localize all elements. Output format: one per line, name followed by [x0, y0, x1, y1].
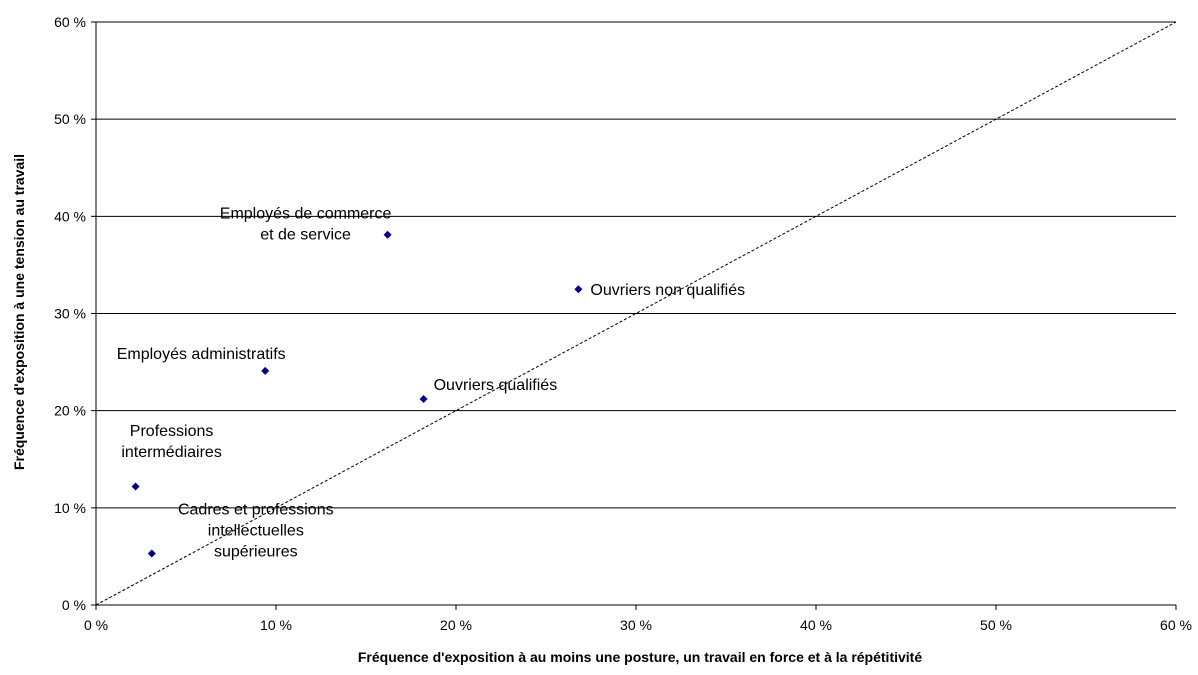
x-axis-title: Fréquence d'exposition à au moins une po…	[358, 649, 922, 665]
point-label: Ouvriers qualifiés	[434, 377, 558, 394]
data-point	[419, 395, 428, 404]
point-label: Ouvriers non qualifiés	[590, 282, 745, 299]
point-label: supérieures	[214, 544, 298, 561]
point-label: intellectuelles	[208, 523, 304, 540]
data-point	[147, 549, 156, 558]
diagonal-reference-line	[95, 21, 1177, 606]
y-tick-label: 20 %	[54, 403, 86, 419]
point-label: Employés administratifs	[117, 346, 286, 363]
y-axis-title: Fréquence d'exposition à une tension au …	[11, 154, 27, 470]
x-tick-label: 20 %	[440, 617, 472, 633]
point-labels: Employés de commerce et de service Ouvrier…	[117, 205, 745, 560]
y-tick-label: 40 %	[54, 208, 86, 224]
point-label: Employés de commerce	[220, 205, 392, 222]
x-tick-label: 10 %	[260, 617, 292, 633]
data-point	[383, 230, 392, 239]
point-label: intermédiaires	[121, 444, 221, 461]
data-points	[131, 230, 583, 558]
axes	[91, 21, 1177, 610]
y-tick-label: 30 %	[54, 306, 86, 322]
y-tick-label: 50 %	[54, 111, 86, 127]
data-point	[261, 366, 270, 375]
x-tick-label: 40 %	[800, 617, 832, 633]
x-tick-label: 60 %	[1160, 617, 1192, 633]
y-tick-label: 10 %	[54, 500, 86, 516]
tick-labels: 0 % 10 % 20 % 30 % 40 % 50 % 60 % 0 % 10 % 20 % 30…	[54, 14, 1192, 633]
x-tick-label: 0 %	[84, 617, 108, 633]
y-tick-label: 0 %	[62, 597, 86, 613]
gridlines	[96, 21, 1176, 509]
data-point	[574, 285, 583, 294]
point-label: Cadres et professions	[178, 502, 334, 519]
point-label: Professions	[130, 423, 214, 440]
reference-line	[95, 21, 1177, 606]
x-tick-label: 30 %	[620, 617, 652, 633]
data-point	[131, 482, 140, 491]
y-tick-label: 60 %	[54, 14, 86, 30]
x-tick-label: 50 %	[980, 617, 1012, 633]
point-label: et de service	[260, 226, 351, 243]
